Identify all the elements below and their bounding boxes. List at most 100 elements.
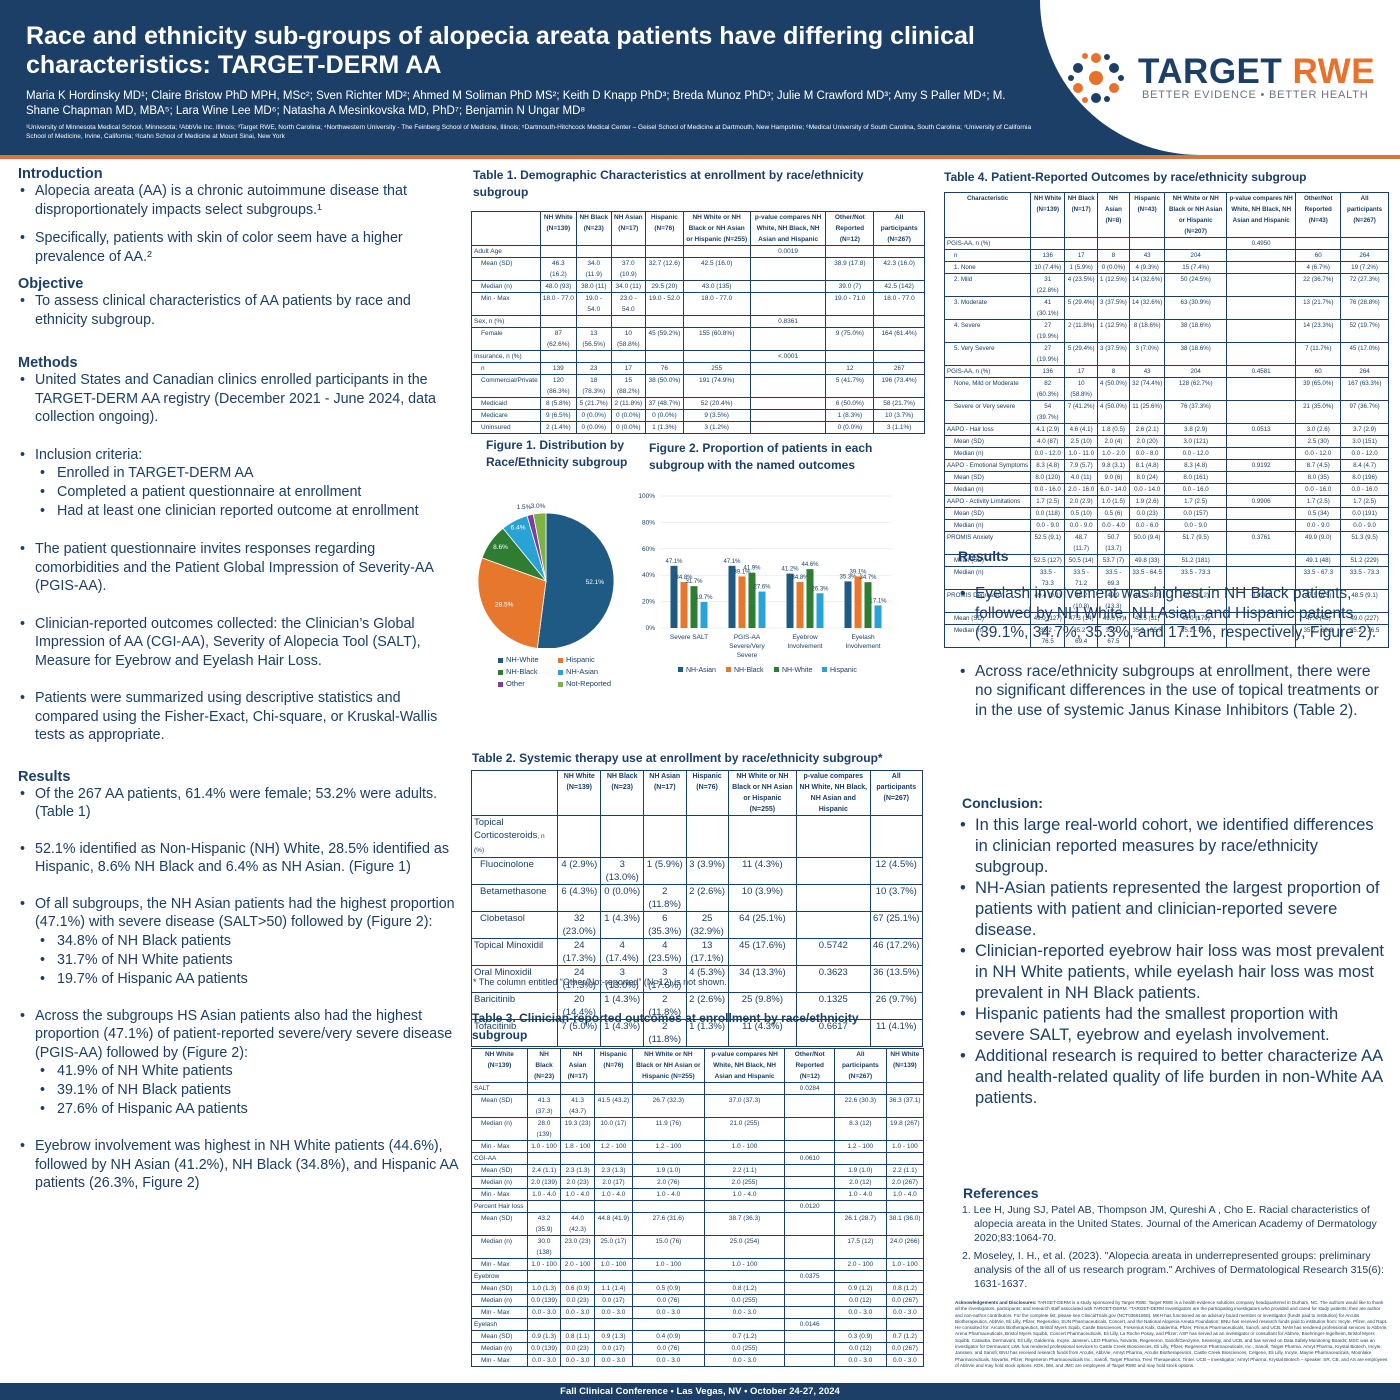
table4-cell: 52 (19.7%) bbox=[1340, 319, 1389, 343]
table1-cell: 37 (48.7%) bbox=[645, 397, 684, 410]
table1-cell: 0 (0.0%) bbox=[575, 421, 612, 434]
table4-cell bbox=[1225, 342, 1297, 366]
table4-cell: 17 bbox=[1064, 365, 1098, 378]
table3-cell: 0.0146 bbox=[784, 1318, 835, 1331]
table4-cell bbox=[1164, 237, 1227, 250]
table4-row: Mean (SD) 0.0 (118) 0.5 (10) 0.5 (6) 0.0 (23… bbox=[943, 507, 1389, 520]
results-bullet: Of the 267 AA patients, 61.4% were femal… bbox=[18, 785, 458, 822]
bar-nh-asian bbox=[844, 581, 852, 628]
table4-cell: Mean (SD) bbox=[943, 471, 1032, 484]
methods-bullet: The patient questionnaire invites respon… bbox=[18, 540, 458, 596]
table4-cell: 1.0 - 2.0 bbox=[1097, 447, 1130, 460]
table4-cell: 97 (36.7%) bbox=[1340, 400, 1389, 424]
table4-cell: 0 (0.0%) bbox=[1097, 261, 1130, 274]
table2-header-cell: p-value compares NH White, NH Black, NH … bbox=[796, 770, 871, 816]
table2-cell: 11 (4.1%) bbox=[869, 1019, 923, 1047]
table3-cell: 0.0120 bbox=[784, 1200, 835, 1213]
table3-cell: 37.0 (37.3) bbox=[703, 1094, 786, 1118]
header-accent-bar bbox=[0, 155, 1400, 159]
table2-header-row: NH White (N=139) NH Black (N=23) NH Asian … bbox=[470, 770, 923, 816]
table1-cell bbox=[749, 374, 827, 398]
table4-cell: 60 bbox=[1295, 249, 1342, 262]
table1-cell bbox=[575, 350, 612, 363]
conclusion-heading: Conclusion: bbox=[962, 795, 1043, 811]
table3-cell: 0.9 (1.3) bbox=[593, 1330, 634, 1343]
table1-cell: 18.0 - 77.0 bbox=[873, 292, 925, 316]
table2-cell: 32 (23.0%) bbox=[557, 911, 602, 939]
table1-cell bbox=[749, 397, 827, 410]
table4-cell: 54 (39.7%) bbox=[1030, 400, 1066, 424]
pie-slice-hispanic bbox=[478, 557, 547, 648]
table4-cell bbox=[1064, 237, 1098, 250]
table3-cell bbox=[560, 1082, 595, 1095]
table2-cell: 1 (1.3%) bbox=[685, 1019, 729, 1047]
figure1-title: Figure 1. Distribution by Race/Ethnicity… bbox=[486, 438, 628, 469]
legend-item: NH-Black bbox=[498, 667, 538, 676]
table3-cell bbox=[784, 1354, 835, 1367]
results-bullet: Eyelash involvement was highest in NH Bl… bbox=[958, 584, 1388, 643]
table2-cell: 4 (17.4%) bbox=[600, 938, 644, 966]
table3-header-cell: NH White or NH Black or NH Asian or Hisp… bbox=[632, 1048, 705, 1083]
table1-cell bbox=[682, 350, 751, 363]
legend-swatch bbox=[558, 681, 563, 687]
results-sub-bullet: 19.7% of Hispanic AA patients bbox=[18, 970, 458, 989]
table4-cell: 0.0 - 16.0 bbox=[1030, 483, 1066, 496]
affiliations: ¹University of Minnesota Medical School,… bbox=[26, 124, 1032, 140]
table3-cell: 1.0 (1.3) bbox=[526, 1282, 562, 1295]
table4-cell: 264 bbox=[1340, 249, 1389, 262]
table4-cell: 53.7 (7) bbox=[1097, 554, 1130, 567]
table4-cell: 2. Mild bbox=[943, 273, 1032, 297]
table4-row: Median (n) 0.0 - 12.0 1.0 - 11.0 1.0 - 2.0 0… bbox=[943, 447, 1389, 460]
table3-cell: 38.1 (36.0) bbox=[885, 1212, 925, 1236]
table3-cell: 2.0 (139) bbox=[526, 1176, 562, 1189]
table4-cell: 76 (28.8%) bbox=[1340, 296, 1389, 320]
x-category-label: Eyebrow bbox=[792, 634, 818, 641]
methods-bullet: Patients were summarized using descripti… bbox=[18, 689, 458, 745]
table3-cell: 0.0 - 3.0 bbox=[526, 1306, 562, 1319]
reference-item: 1. Lee H, Jung SJ, Patel AB, Thompson JM… bbox=[962, 1204, 1377, 1244]
table4-cell: PGIS-AA, n (%) bbox=[943, 365, 1032, 378]
results-bullet: Of all subgroups, the NH Asian patients … bbox=[18, 895, 458, 932]
results-bullet: Across the subgroups HS Asian patients a… bbox=[18, 1007, 458, 1063]
bar-value-label: 34.8% bbox=[791, 575, 809, 581]
figure2-title: Figure 2. Proportion of patients in each… bbox=[649, 441, 873, 472]
table2-cell: 7 (5.0%) bbox=[557, 1019, 602, 1047]
table4-row: AAPO - Activity Limitations 1.7 (2.5) 2.0 … bbox=[943, 495, 1389, 508]
table1-cell: 0.8361 bbox=[749, 315, 827, 328]
table3-cell: 0.0 - 3.0 bbox=[632, 1306, 705, 1319]
legend-label: Hispanic bbox=[830, 667, 857, 674]
table2-cell: 0.1325 bbox=[796, 992, 871, 1020]
table1-cell bbox=[575, 315, 612, 328]
table4-cell: PGIS-AA, n (%) bbox=[943, 237, 1032, 250]
table2-cell: 1 (5.9%) bbox=[642, 857, 687, 885]
bar-value-label: 41.2% bbox=[781, 567, 799, 573]
table3-cell: 0.0 - 3.0 bbox=[526, 1354, 562, 1367]
table4-cell: 1. None bbox=[943, 261, 1032, 274]
objective-heading: Objective bbox=[18, 276, 84, 292]
table4-cell bbox=[1225, 296, 1297, 320]
table4-cell: 7 (41.2%) bbox=[1064, 400, 1098, 424]
table4-cell: 51.7 (9.5) bbox=[1164, 531, 1227, 555]
table3-cell bbox=[833, 1270, 887, 1283]
table4-cell bbox=[1225, 435, 1297, 448]
table1-cell: 5 (21.7%) bbox=[575, 397, 612, 410]
table4-cell: 3.0 (151) bbox=[1340, 435, 1389, 448]
bar-value-label: 47.1% bbox=[665, 559, 683, 565]
table3-cell: 0.0 (255) bbox=[703, 1342, 786, 1355]
legend-swatch bbox=[498, 657, 503, 663]
methods-sub-bullet: Completed a patient questionnaire at enr… bbox=[18, 483, 458, 502]
table1-cell: Adult Age bbox=[471, 245, 541, 258]
table4-cell: 43 bbox=[1128, 249, 1166, 262]
y-tick-label: 20% bbox=[642, 599, 655, 606]
table4-cell bbox=[1225, 400, 1297, 424]
table4-cell: 27 (19.9%) bbox=[1030, 342, 1066, 366]
table1-cell: 9 (75.0%) bbox=[825, 327, 875, 351]
table4-cell: 2 (11.8%) bbox=[1064, 319, 1098, 343]
table2-cell bbox=[557, 815, 602, 858]
table4-cell: 14 (23.3%) bbox=[1295, 319, 1342, 343]
table2-cell: 36 (13.5%) bbox=[869, 965, 923, 993]
table1-cell bbox=[749, 327, 827, 351]
table4-cell: 7.9 (5.7) bbox=[1064, 459, 1098, 472]
table4-cell: 0.0513 bbox=[1225, 423, 1297, 436]
table3-cell bbox=[833, 1152, 887, 1165]
